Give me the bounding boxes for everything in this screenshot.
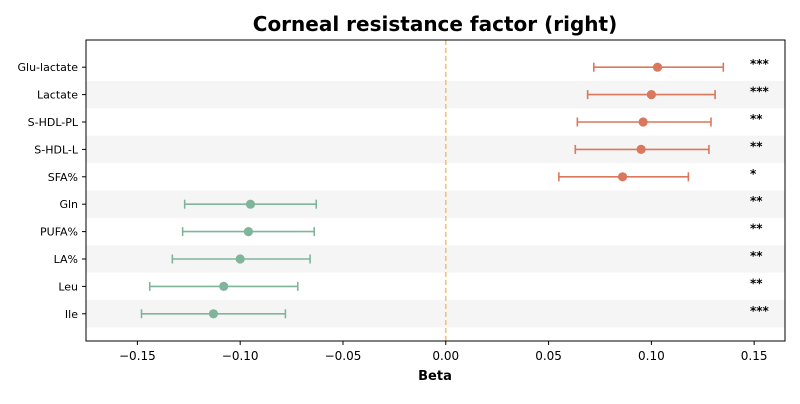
y-tick-label: Leu [58,280,78,293]
point-estimate [652,62,663,72]
x-tick-label: 0.00 [432,349,459,363]
y-tick-label: S-HDL-PL [28,116,79,129]
plot-frame [85,39,786,342]
row-7: ** [171,249,763,264]
y-tick-label: Gln [59,198,78,211]
point-estimate [235,254,245,264]
y-axis: Glu-lactate Lactate S-HDL-PL S-HDL-L SFA% Gln… [18,61,86,321]
significance-label: * [750,167,757,181]
significance-label: *** [750,85,770,99]
x-tick-label: −0.15 [119,349,156,363]
significance-label: ** [750,139,763,153]
row-2: ** [576,112,763,127]
x-tick-label: 0.15 [741,349,768,363]
point-estimate [646,90,656,100]
x-tick-label: 0.05 [535,349,562,363]
x-axis-label: Beta [418,369,452,384]
row-0: *** [593,57,770,72]
row-6: ** [181,222,763,237]
y-tick-label: Ile [65,308,78,321]
x-tick-label: −0.10 [222,349,259,363]
point-estimate [617,172,628,182]
y-tick-label: LA% [54,253,78,266]
row-1: *** [586,85,770,100]
point-estimate [638,117,648,127]
significance-label: ** [750,194,763,208]
y-tick-label: PUFA% [40,226,78,239]
point-estimate [636,144,646,154]
point-estimate [243,227,254,237]
significance-label: ** [750,249,763,263]
y-tick-label: Lactate [37,89,78,102]
row-8: ** [148,276,763,291]
row-4: * [558,167,757,182]
y-tick-label: SFA% [48,171,78,184]
x-tick-label: −0.05 [325,349,362,363]
data-rows: ********************** [140,57,770,319]
point-estimate [245,199,256,209]
y-tick-label: S-HDL-L [34,143,79,156]
x-axis: −0.15 −0.10 −0.05 0.00 0.05 0.10 0.15 [119,341,768,363]
significance-label: ** [750,222,763,236]
y-tick-label: Glu-lactate [18,61,79,74]
x-tick-label: 0.10 [638,349,665,363]
row-5: ** [183,194,763,209]
point-estimate [208,309,219,319]
row-3: ** [574,139,763,154]
significance-label: *** [750,304,770,318]
point-estimate [219,281,229,291]
chart-title: Corneal resistance factor (right) [253,12,617,36]
significance-label: ** [750,112,763,126]
significance-label: ** [750,276,763,290]
row-9: *** [140,304,770,319]
significance-label: *** [750,57,770,71]
